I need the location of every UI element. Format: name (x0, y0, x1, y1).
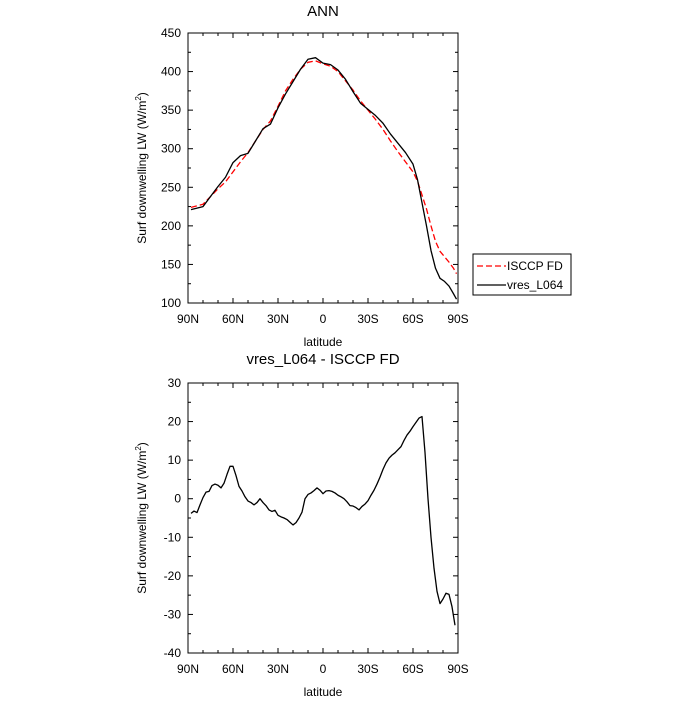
bottom-y-axis-label-sup: 2 (134, 446, 143, 451)
top-x-axis-label: latitude (304, 335, 343, 349)
bottom-plot-frame (187, 382, 459, 654)
bottom-y-tick-label: 10 (168, 453, 182, 467)
top-x-tick-label: 30S (357, 312, 378, 326)
bottom-chart-panel: vres_L064 - ISCCP FD 90N 60N 30N 0 30S 60S 90S… (134, 351, 469, 699)
top-y-tick-label: 350 (161, 103, 181, 117)
top-series-group (190, 57, 458, 300)
bottom-x-tick-label: 60N (222, 662, 244, 676)
top-y-axis-label-sup: 2 (134, 96, 143, 101)
legend: ISCCP FD vres_L064 (472, 253, 572, 296)
bottom-chart-title: vres_L064 - ISCCP FD (246, 351, 399, 368)
top-y-tick-label: 200 (161, 219, 181, 233)
bottom-x-tick-label: 90S (447, 662, 468, 676)
bottom-y-tick-label: -30 (164, 607, 182, 621)
bottom-x-tick-label: 90N (177, 662, 199, 676)
top-y-tick-label: 450 (161, 26, 181, 40)
bottom-axis-ticks: 90N 60N 30N 0 30S 60S 90S -40 -30 -20 -10 0 10 20 30 (164, 376, 469, 676)
top-y-axis-label-tail: ) (135, 92, 149, 96)
top-y-axis-label-main: Surf downwelling LW (W/m (135, 101, 149, 244)
legend-box (472, 253, 572, 296)
top-axis-ticks: 90N 60N 30N 0 30S 60S 90S 100 150 200 250 300 350 400… (161, 26, 469, 326)
top-chart-title: ANN (307, 3, 339, 20)
bottom-x-tick-label: 0 (320, 662, 327, 676)
top-plot-frame (187, 32, 459, 304)
top-series-line-vres-l064 (190, 57, 458, 300)
bottom-y-tick-label: -10 (164, 530, 182, 544)
bottom-y-tick-label: 20 (168, 415, 182, 429)
top-y-tick-label: 400 (161, 65, 181, 79)
top-y-tick-label: 150 (161, 257, 181, 271)
bottom-y-tick-label: -40 (164, 646, 182, 660)
top-chart-panel: ANN 90N 60N 30N 0 30S 60S 90S 100 150 200 250 300 35… (134, 3, 572, 349)
bottom-series-line-vres-l064-isccp-fd (190, 415, 456, 626)
top-x-tick-label: 90S (447, 312, 468, 326)
bottom-x-axis-label: latitude (304, 685, 343, 699)
top-y-axis-label: Surf downwelling LW (W/m2) (134, 92, 149, 244)
bottom-y-axis-label-tail: ) (135, 442, 149, 446)
top-x-tick-label: 60N (222, 312, 244, 326)
bottom-y-tick-label: 30 (168, 376, 182, 390)
bottom-x-tick-label: 60S (402, 662, 423, 676)
bottom-y-axis-label-main: Surf downwelling LW (W/m (135, 451, 149, 594)
top-y-tick-label: 250 (161, 180, 181, 194)
top-y-tick-label: 100 (161, 296, 181, 310)
bottom-y-axis-label: Surf downwelling LW (W/m2) (134, 442, 149, 594)
bottom-series-group (190, 415, 456, 626)
legend-label-vres: vres_L064 (507, 278, 563, 292)
top-x-tick-label: 60S (402, 312, 423, 326)
bottom-x-tick-label: 30S (357, 662, 378, 676)
bottom-y-tick-label: 0 (174, 492, 181, 506)
bottom-y-tick-label: -20 (164, 569, 182, 583)
top-y-tick-label: 300 (161, 142, 181, 156)
top-series-line-isccp-fd (190, 60, 458, 275)
top-x-tick-label: 0 (320, 312, 327, 326)
bottom-x-tick-label: 30N (267, 662, 289, 676)
legend-label-isccp: ISCCP FD (507, 259, 563, 273)
top-x-tick-label: 30N (267, 312, 289, 326)
top-x-tick-label: 90N (177, 312, 199, 326)
